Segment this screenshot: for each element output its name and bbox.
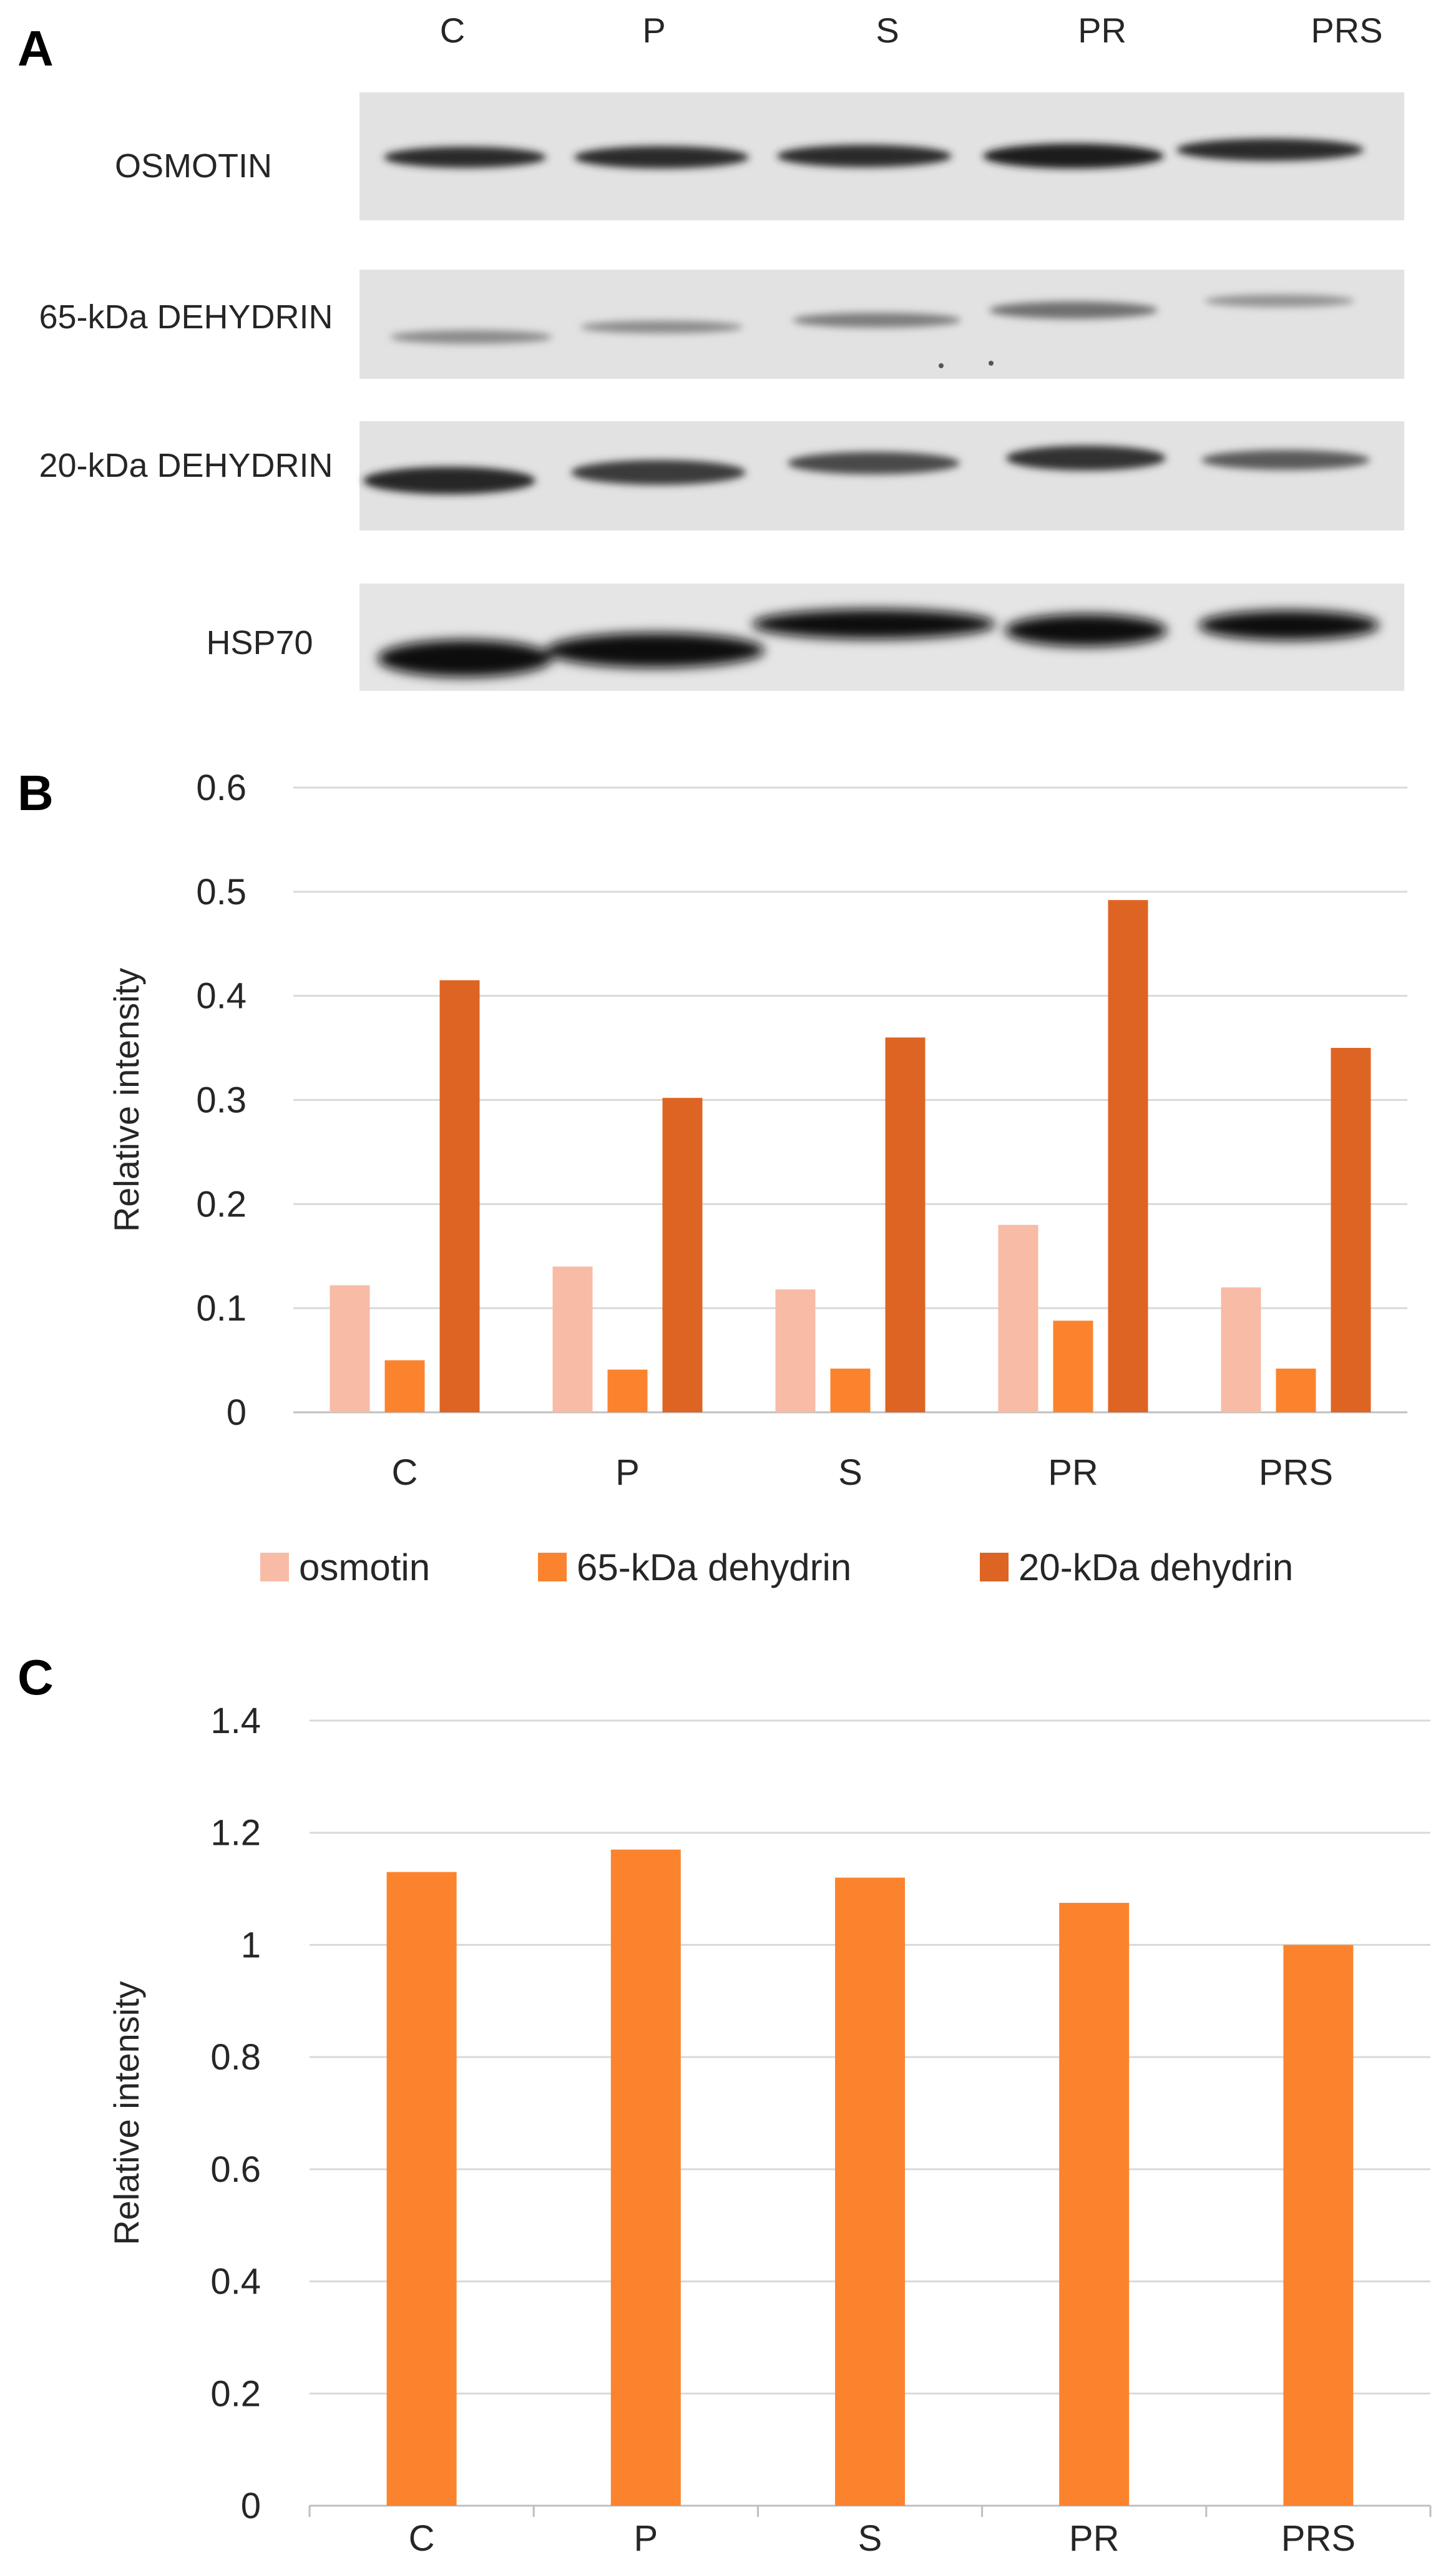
bar-relative-intensity [835,1877,905,2506]
x-tick-label: P [633,2518,658,2559]
legend-swatch [980,1553,1009,1581]
bar-20-kda-dehydrin [885,1037,926,1412]
y-tick-label: 0.1 [196,1288,247,1329]
blot-lane-label: C [440,11,465,50]
blot-strip-osmotin [359,92,1404,220]
y-tick-label: 1.2 [210,1813,261,1854]
x-tick-label: C [409,2518,435,2559]
y-tick-label: 0 [241,2486,261,2526]
bar-osmotin [998,1224,1038,1412]
chart-b: 0 0.1 0.2 0.3 0.4 0.5 0.6 Relative intensity C P S… [107,768,1407,1588]
y-axis-title: Relative intensity [107,1981,146,2245]
blot-lane-labels: C P S PR PRS [440,11,1383,50]
y-tick-label: 0.5 [196,872,247,912]
bar-relative-intensity [610,1849,681,2506]
panel-label-a: A [17,21,54,76]
bar-osmotin [552,1266,593,1412]
bar-20-kda-dehydrin [1108,900,1148,1412]
bar-20-kda-dehydrin [1331,1048,1371,1412]
bar-osmotin [775,1289,816,1412]
bar-65-kda-dehydrin [607,1369,648,1412]
bar-relative-intensity [1059,1903,1130,2506]
x-tick-label: S [858,2518,882,2559]
blot-row-label-20kda: 20-kDa DEHYDRIN [39,447,333,484]
x-tick-label: C [392,1452,418,1493]
bar-65-kda-dehydrin [384,1360,425,1412]
y-tick-label: 0.4 [210,2262,261,2302]
x-tick-label: PRS [1281,2518,1356,2559]
blot-row-label-65kda: 65-kDa DEHYDRIN [39,298,333,336]
blot-strip-20kda [359,421,1404,530]
y-tick-label: 0.2 [210,2373,261,2414]
bar-osmotin [330,1285,370,1412]
chart-c: 0 0.2 0.4 0.6 0.8 1 1.2 1.4 Relative intensity C P… [107,1701,1432,2559]
blot-row-label-osmotin: OSMOTIN [115,147,272,185]
x-tick-label: P [615,1452,640,1493]
blot-row-labels: OSMOTIN 65-kDa DEHYDRIN 20-kDa DEHYDRIN … [39,147,333,662]
blot-strip-65kda [359,270,1404,379]
y-axis-title: Relative intensity [107,968,146,1232]
legend-label: osmotin [299,1546,430,1588]
blot-strip-hsp70 [359,584,1404,691]
bar-relative-intensity [1283,1945,1354,2506]
x-tick-label: PRS [1259,1452,1333,1493]
y-tick-label: 1.4 [210,1701,261,1741]
y-tick-label: 0.6 [210,2149,261,2190]
blot-lane-label: S [876,11,899,50]
bar-20-kda-dehydrin [662,1098,703,1412]
x-tick-label: PR [1069,2518,1120,2559]
x-tick-label: PR [1048,1452,1098,1493]
panel-label-b: B [17,765,54,821]
y-tick-label: 1 [241,1925,261,1965]
bar-20-kda-dehydrin [439,980,480,1412]
y-tick-label: 0.8 [210,2037,261,2078]
panel-label-c: C [17,1649,54,1705]
legend-label: 20-kDa dehydrin [1019,1546,1293,1588]
y-tick-label: 0.4 [196,976,247,1017]
bar-65-kda-dehydrin [830,1368,871,1412]
legend-label: 65-kDa dehydrin [577,1546,851,1588]
bar-osmotin [1221,1287,1261,1412]
blot-lane-label: PR [1078,11,1126,50]
y-tick-label: 0.3 [196,1080,247,1121]
blot-lane-label: P [642,11,665,50]
y-tick-label: 0 [227,1392,247,1433]
legend-swatch [260,1553,289,1581]
bar-65-kda-dehydrin [1053,1321,1093,1412]
bar-relative-intensity [386,1872,457,2506]
legend-swatch [538,1553,567,1581]
y-tick-label: 0.2 [196,1184,247,1224]
blot-row-label-hsp70: HSP70 [206,624,313,662]
blot-lane-label: PRS [1311,11,1382,50]
y-tick-label: 0.6 [196,768,247,808]
x-tick-label: S [838,1452,862,1493]
bar-65-kda-dehydrin [1276,1368,1316,1412]
